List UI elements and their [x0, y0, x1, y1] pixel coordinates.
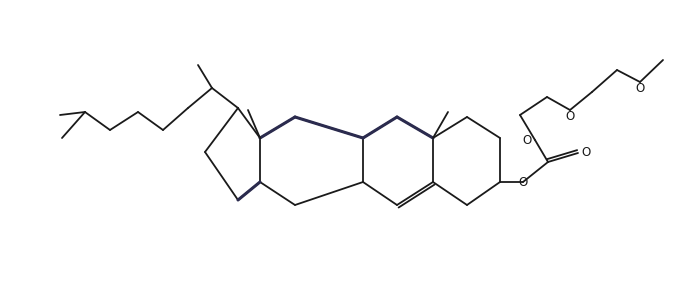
- Text: O: O: [519, 175, 528, 188]
- Text: O: O: [635, 83, 644, 95]
- Text: O: O: [581, 147, 591, 160]
- Text: O: O: [565, 110, 574, 123]
- Text: O: O: [522, 134, 532, 147]
